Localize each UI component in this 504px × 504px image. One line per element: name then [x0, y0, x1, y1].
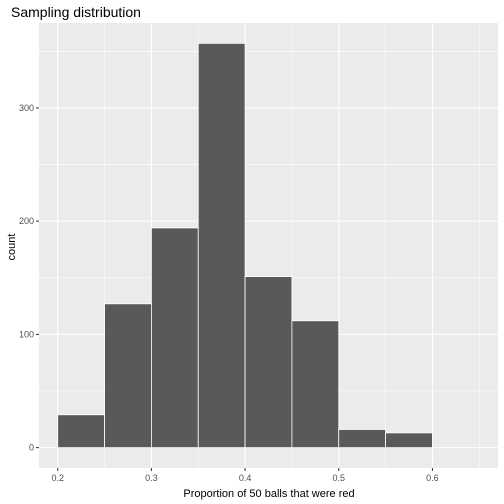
x-tick-label: 0.2	[51, 473, 64, 483]
histogram-bars	[57, 42, 433, 449]
y-axis-ticks: 0 100 200 300	[19, 103, 39, 453]
chart-title: Sampling distribution	[11, 4, 141, 20]
y-axis-title: count	[6, 234, 18, 261]
histogram-bar	[197, 42, 246, 449]
y-tick-label: 200	[19, 216, 34, 226]
x-axis-ticks: 0.2 0.3 0.4 0.5 0.6	[51, 468, 439, 483]
y-tick-label: 100	[19, 329, 34, 339]
histogram-bar	[385, 432, 433, 449]
histogram-bar	[338, 429, 386, 449]
x-tick-label: 0.4	[239, 473, 252, 483]
y-tick-label: 300	[19, 103, 34, 113]
x-tick-label: 0.6	[426, 473, 439, 483]
x-tick-label: 0.3	[145, 473, 158, 483]
histogram-bar	[244, 276, 293, 449]
y-tick-label: 0	[29, 443, 34, 453]
x-axis-title: Proportion of 50 balls that were red	[183, 488, 354, 500]
x-tick-label: 0.5	[332, 473, 345, 483]
histogram-bar	[151, 227, 199, 449]
histogram-bar	[104, 303, 152, 449]
histogram-bar	[57, 414, 105, 449]
histogram-bar	[291, 320, 340, 449]
